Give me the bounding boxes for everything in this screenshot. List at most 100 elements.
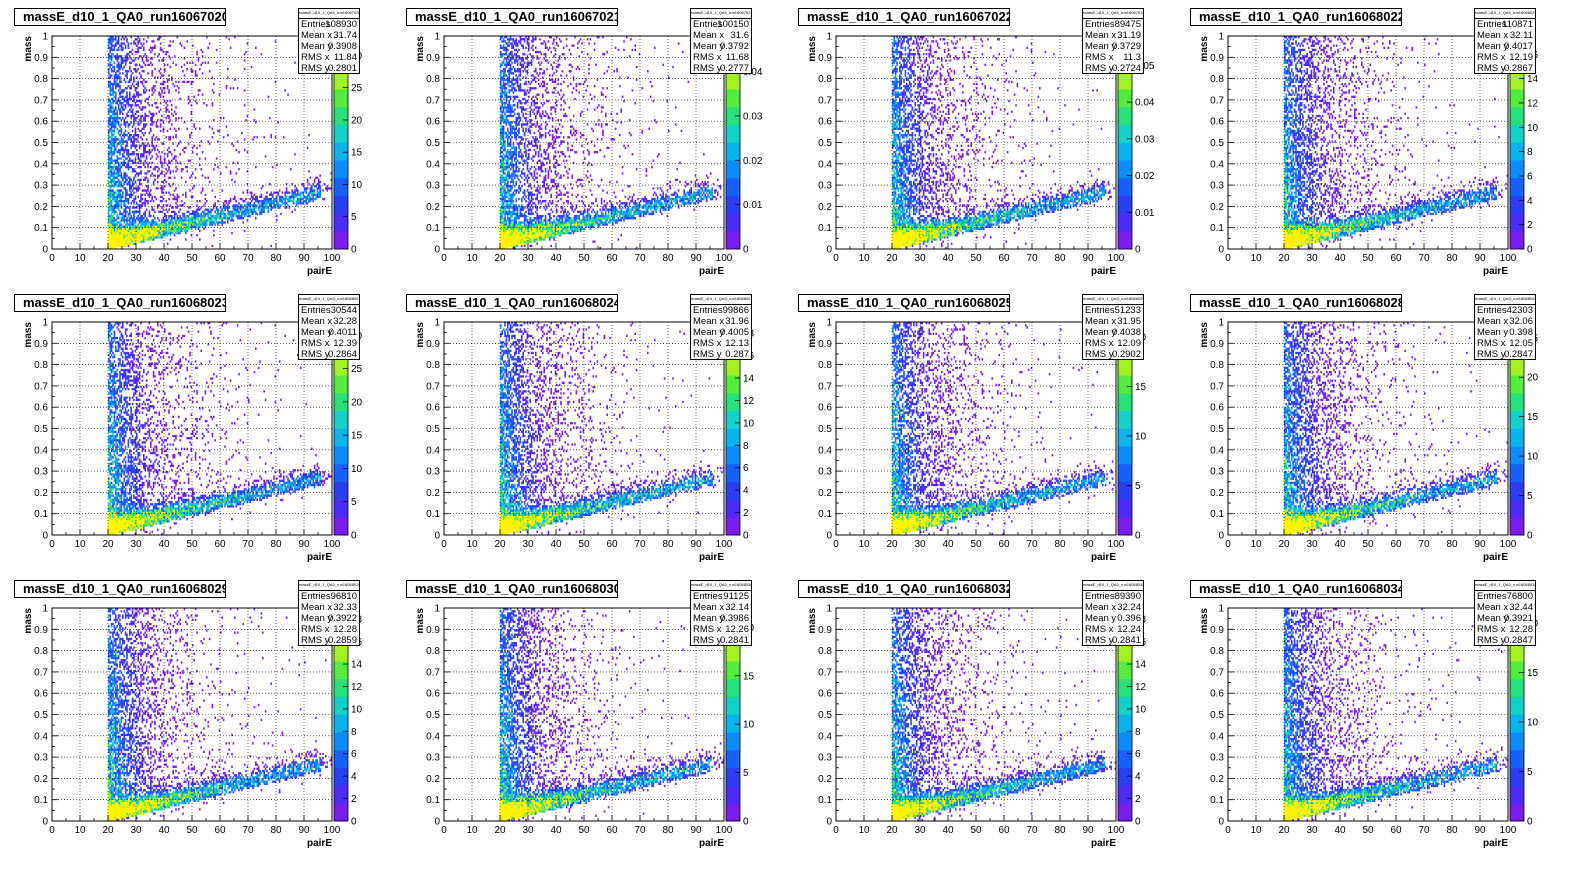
- z-tick-label: 2: [743, 508, 749, 519]
- stats-label: RMS x: [693, 624, 722, 635]
- y-tick-label: 1: [42, 604, 48, 615]
- z-tick-label: 0: [1135, 531, 1141, 542]
- stats-row: Mean x 32.06: [1477, 316, 1533, 327]
- z-tick-label: 20: [351, 115, 363, 126]
- z-tick-label: 15: [351, 431, 363, 442]
- y-tick-label: 0.3: [426, 753, 440, 764]
- stats-value: 0.2867: [1504, 63, 1533, 74]
- stats-row: Mean y 0.3792: [693, 41, 749, 52]
- x-tick-label: 70: [242, 825, 254, 836]
- heatmap-cells: [892, 608, 1117, 822]
- y-axis-title: mass: [415, 36, 426, 62]
- x-tick-label: 10: [466, 539, 478, 550]
- stats-value: 0.3922: [328, 613, 357, 624]
- y-tick-label: 0.9: [1210, 625, 1224, 636]
- stats-box-name: massE_d10_1_QA0_run16068023: [299, 295, 359, 305]
- stats-row: Mean y 0.3729: [1085, 41, 1141, 52]
- stats-value: 0.287: [725, 349, 749, 360]
- histogram-plot: 0 10 20 30 40 50 60 70 80 90 10000.10.20.30.40.50.…: [807, 604, 1147, 850]
- z-tick-label: 5: [1527, 767, 1533, 778]
- heatmap-cells: [108, 608, 333, 822]
- y-tick-label: 0.8: [818, 74, 832, 85]
- z-tick-label: 10: [1527, 717, 1539, 728]
- y-tick-label: 0.6: [34, 117, 48, 128]
- y-tick-label: 1: [826, 32, 832, 43]
- y-tick-label: 0.4: [818, 731, 832, 742]
- stats-row: RMS y 0.2847: [1477, 635, 1533, 646]
- stats-box: massE_d10_1_QA0_run16067021 Entries 100150…: [690, 8, 752, 74]
- grid-lines: [444, 608, 724, 821]
- histogram-panel: 0 10 20 30 40 50 60 70 80 90 100 0 0.1 0.2 0.3 0.4 0.5 0.…: [0, 572, 392, 860]
- x-tick-label: 0: [441, 539, 447, 550]
- stats-value: 0.4038: [1112, 327, 1141, 338]
- x-tick-label: 60: [998, 539, 1010, 550]
- x-tick-label: 80: [270, 825, 282, 836]
- stats-value: 31.19: [1117, 30, 1141, 41]
- stats-value: 12.24: [1117, 624, 1141, 635]
- x-axis-title: pairE: [699, 838, 724, 849]
- stats-label: RMS x: [693, 338, 722, 349]
- stats-row: Entries 42303: [1477, 305, 1533, 316]
- stats-label: RMS y: [1477, 349, 1506, 360]
- z-tick-label: 0.05: [1135, 61, 1155, 72]
- stats-box-name: massE_d10_1_QA0_run16068022: [1475, 9, 1535, 19]
- x-tick-label: 60: [214, 539, 226, 550]
- x-axis-title: pairE: [1483, 838, 1508, 849]
- histogram-panel: 0 10 20 30 40 50 60 70 80 90 100 0 0.1 0.2 0.3 0.4 0.5 0.…: [1176, 286, 1568, 574]
- stats-label: Mean y: [1085, 327, 1116, 338]
- x-tick-label: 10: [466, 825, 478, 836]
- stats-label: Mean y: [1477, 613, 1508, 624]
- histogram-panel: 0 10 20 30 40 50 60 70 80 90 100 0 0.1 0.2 0.3 0.4 0.5 0.…: [784, 286, 1176, 574]
- z-tick-label: 14: [351, 660, 363, 671]
- x-tick-label: 30: [1306, 825, 1318, 836]
- stats-label: Entries: [1085, 305, 1115, 316]
- y-tick-label: 0.2: [34, 774, 48, 785]
- x-tick-label: 10: [1250, 825, 1262, 836]
- y-tick-label: 0.9: [34, 625, 48, 636]
- y-tick-label: 0.6: [818, 403, 832, 414]
- stats-row: RMS x 12.24: [1085, 624, 1141, 635]
- stats-value: 110871: [1502, 19, 1533, 30]
- y-tick-label: 0.8: [1210, 360, 1224, 371]
- x-tick-label: 70: [242, 253, 254, 264]
- stats-label: Entries: [693, 19, 723, 30]
- stats-row: RMS x 12.39: [301, 338, 357, 349]
- histogram-plot: 0 10 20 30 40 50 60 70 80 90 10000.10.20.30.40.50.…: [1199, 32, 1539, 278]
- y-tick-label: 0.8: [1210, 74, 1224, 85]
- y-tick-label: 0: [434, 245, 440, 256]
- x-tick-label: 80: [270, 253, 282, 264]
- stats-box-name: massE_d10_1_QA0_run16067022: [1083, 9, 1143, 19]
- histogram-title: massE_d10_1_QA0_run16067021: [406, 8, 618, 26]
- stats-row: Mean x 32.28: [301, 316, 357, 327]
- stats-row: Entries 96810: [301, 591, 357, 602]
- stats-value: 12.09: [1117, 338, 1141, 349]
- stats-label: Mean y: [1085, 41, 1116, 52]
- y-tick-label: 0.6: [1210, 689, 1224, 700]
- stats-row: Mean x 32.44: [1477, 602, 1533, 613]
- stats-label: RMS y: [301, 635, 330, 646]
- z-tick-label: 0: [351, 531, 357, 542]
- stats-value: 32.28: [333, 316, 357, 327]
- z-tick-label: 12: [1135, 682, 1147, 693]
- stats-value: 0.2859: [328, 635, 357, 646]
- stats-label: RMS x: [1085, 624, 1114, 635]
- stats-label: Entries: [1477, 19, 1507, 30]
- stats-value: 0.3792: [720, 41, 749, 52]
- y-tick-label: 0.6: [818, 689, 832, 700]
- stats-row: Mean y 0.4017: [1477, 41, 1533, 52]
- histogram-panel: 0 10 20 30 40 50 60 70 80 90 100 0 0.1 0.2 0.3 0.4 0.5 0.…: [1176, 0, 1568, 288]
- stats-row: RMS x 11.84: [301, 52, 357, 63]
- heatmap-cells: [108, 322, 333, 536]
- y-tick-label: 0: [434, 531, 440, 542]
- stats-row: RMS y 0.2864: [301, 349, 357, 360]
- stats-row: Mean x 31.74: [301, 30, 357, 41]
- stats-value: 12.28: [333, 624, 357, 635]
- histogram-plot: 0 10 20 30 40 50 60 70 80 90 10000.10.20.30.40.50.…: [415, 604, 755, 850]
- stats-value: 32.11: [1510, 30, 1533, 41]
- x-tick-label: 50: [970, 539, 982, 550]
- x-tick-label: 50: [578, 539, 590, 550]
- z-tick-label: 0: [1527, 817, 1533, 828]
- histogram-title: massE_d10_1_QA0_run16068024: [406, 294, 618, 312]
- x-tick-label: 0: [833, 253, 839, 264]
- z-tick-label: 6: [1527, 171, 1533, 182]
